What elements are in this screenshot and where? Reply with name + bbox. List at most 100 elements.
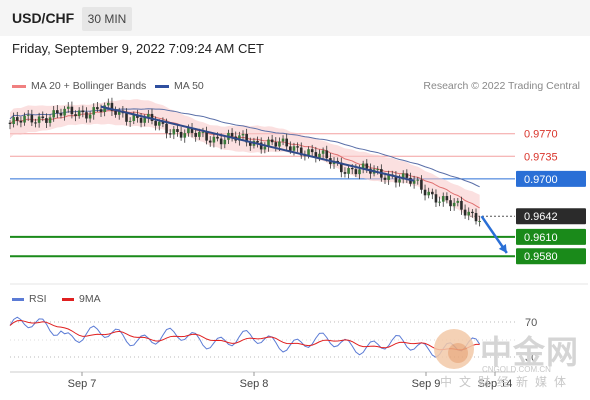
- candle-body: [259, 142, 263, 150]
- rsi-label-70: 70: [525, 317, 537, 329]
- legend-item-ma20: MA 20 + Bollinger Bands: [12, 80, 146, 92]
- candle-body: [340, 162, 343, 173]
- legend-label: RSI: [29, 293, 47, 305]
- chart-header: USD/CHF 30 MIN: [0, 0, 590, 36]
- candle-body: [150, 113, 154, 122]
- candle-body: [256, 140, 259, 143]
- price-label: 0.9735: [524, 151, 558, 163]
- candle-body: [179, 131, 183, 138]
- rsi-line: [9, 316, 481, 358]
- bollinger-band: [10, 99, 480, 222]
- price-label-box: [516, 208, 586, 225]
- candle-body: [289, 146, 292, 151]
- candle-body: [387, 174, 390, 180]
- timeframe-button[interactable]: 30 MIN: [82, 7, 132, 31]
- candle-body: [376, 169, 380, 171]
- research-credit: Research © 2022 Trading Central: [423, 80, 580, 92]
- candle-body: [263, 146, 267, 150]
- candle-body: [34, 122, 37, 124]
- candle-body: [37, 116, 41, 123]
- candle-body: [307, 149, 310, 156]
- candle-body: [474, 213, 478, 222]
- candle-body: [434, 194, 438, 203]
- candle-body: [423, 189, 427, 196]
- candle-body: [96, 107, 99, 110]
- legend-swatch: [12, 84, 26, 88]
- candle-body: [88, 114, 92, 119]
- rsi-label-30: 30: [525, 352, 537, 364]
- candle-body: [456, 200, 460, 203]
- rsi-ma-line: [9, 319, 480, 351]
- candle-body: [52, 110, 55, 118]
- candle-body: [183, 133, 187, 138]
- candle-body: [281, 138, 285, 142]
- candle-body: [161, 121, 165, 124]
- candle-body: [125, 113, 128, 122]
- candle-body: [321, 150, 325, 154]
- candle-body: [110, 102, 114, 111]
- candle-body: [365, 163, 369, 169]
- symbol-label: USD/CHF: [12, 10, 75, 26]
- legend-swatch: [155, 84, 169, 88]
- candle-body: [471, 211, 474, 214]
- candle-body: [248, 142, 252, 146]
- candle-body: [278, 141, 281, 147]
- trendline: [100, 105, 415, 182]
- candle-body: [172, 129, 176, 135]
- candle-body: [223, 139, 227, 145]
- candle-body: [45, 118, 48, 123]
- x-tick-label: Sep 7: [68, 378, 97, 390]
- candle-body: [23, 115, 26, 123]
- candle-body: [147, 113, 150, 118]
- candle-body: [219, 138, 223, 145]
- candle-body: [99, 109, 103, 112]
- candle-body: [63, 108, 66, 116]
- candle-body: [114, 110, 117, 115]
- candle-body: [325, 150, 329, 159]
- legend-label: MA 50: [174, 80, 204, 92]
- candle-body: [92, 107, 96, 115]
- candle-body: [241, 133, 245, 136]
- candle-body: [383, 177, 387, 180]
- candle-body: [66, 106, 70, 109]
- candle-body: [441, 196, 445, 202]
- timestamp: Friday, September 9, 2022 7:09:24 AM CET: [12, 41, 264, 56]
- candle-body: [168, 133, 172, 135]
- candle-body: [394, 176, 398, 183]
- ma9-legend-item: 9MA: [62, 293, 101, 305]
- candle-body: [343, 172, 347, 174]
- candle-body: [347, 168, 350, 174]
- watermark-sub: 中文财经新媒体: [440, 375, 574, 389]
- candle-body: [56, 110, 59, 114]
- candle-body: [310, 149, 314, 153]
- legend-label: 9MA: [79, 293, 101, 305]
- legend-swatch: [12, 297, 24, 301]
- candle-body: [296, 146, 299, 148]
- watermark: 中金网 CNGOLD.COM.CN 中文财经新媒体: [430, 325, 590, 395]
- candle-body: [314, 152, 318, 158]
- candle-body: [117, 110, 121, 115]
- candle-body: [445, 196, 449, 201]
- candle-body: [165, 123, 168, 134]
- price-label: 0.9642: [524, 211, 558, 223]
- candle-body: [431, 191, 434, 195]
- candle-body: [398, 179, 401, 183]
- price-label: 0.9580: [524, 251, 558, 263]
- candle-body: [401, 173, 405, 180]
- candle-body: [427, 191, 430, 196]
- candle-body: [270, 139, 274, 143]
- x-tick-label: Sep 8: [240, 378, 269, 390]
- candle-body: [201, 131, 205, 133]
- candle-body: [74, 114, 77, 117]
- watermark-logo-icon: [434, 329, 474, 369]
- forecast-arrowhead: [498, 244, 507, 253]
- candle-body: [190, 128, 194, 133]
- legend-label: MA 20 + Bollinger Bands: [31, 80, 147, 92]
- candle-body: [292, 146, 296, 151]
- price-label-box: [516, 170, 586, 187]
- candle-body: [8, 122, 12, 125]
- candle-body: [187, 128, 190, 134]
- candle-body: [19, 120, 23, 123]
- candle-body: [139, 117, 143, 123]
